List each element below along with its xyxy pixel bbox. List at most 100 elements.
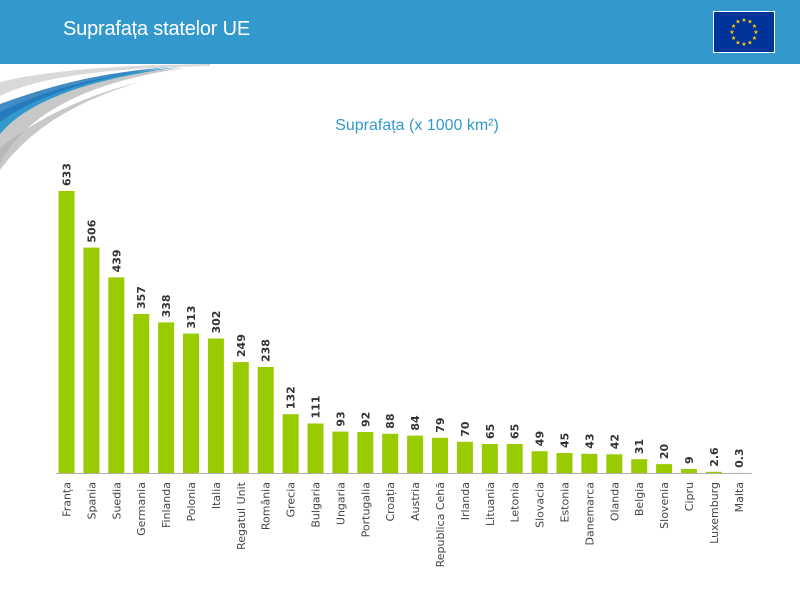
x-tick-label: Croația — [384, 482, 397, 522]
bar — [681, 469, 697, 473]
bar — [506, 444, 523, 473]
data-label: 92 — [359, 412, 372, 427]
bar — [656, 464, 673, 473]
data-label: 70 — [459, 421, 472, 437]
data-label: 43 — [583, 433, 596, 448]
bar — [307, 423, 324, 473]
flag-star-icon: ★ — [747, 39, 752, 46]
x-tick-label: Lituania — [484, 482, 497, 526]
bar — [207, 338, 224, 473]
bar — [282, 414, 299, 473]
data-label: 439 — [110, 249, 123, 272]
chart-title: Suprafața (x 1000 km²) — [335, 117, 499, 134]
x-tick-label: Ungaria — [334, 482, 347, 525]
data-label: 42 — [608, 434, 621, 449]
data-label: 238 — [260, 339, 273, 362]
x-tick-label: România — [260, 482, 273, 530]
flag-star-icon: ★ — [735, 19, 740, 26]
data-label: 84 — [409, 415, 422, 431]
x-tick-label: Malta — [733, 482, 746, 512]
data-label: 45 — [559, 433, 572, 448]
flag-star-icon: ★ — [729, 29, 734, 36]
x-tick-label: Estonia — [559, 482, 572, 523]
x-tick-label: Franța — [61, 482, 74, 517]
x-tick-label: Bulgaria — [310, 482, 323, 528]
data-label: 9 — [683, 456, 696, 464]
decorative-swoosh — [0, 64, 210, 170]
flag-star-icon: ★ — [735, 39, 740, 46]
bar — [531, 451, 548, 473]
data-label: 249 — [235, 334, 248, 357]
bar — [631, 459, 648, 473]
bar — [432, 437, 448, 473]
bar — [407, 435, 424, 473]
bar — [58, 191, 75, 473]
bar — [183, 333, 199, 473]
flag-star-icon: ★ — [753, 29, 758, 36]
flag-star-icon: ★ — [741, 41, 746, 48]
x-tick-label: Letonia — [509, 482, 522, 523]
bar — [257, 367, 274, 473]
data-label: 2.6 — [708, 447, 721, 467]
data-label: 111 — [310, 396, 323, 419]
data-label: 79 — [434, 417, 447, 432]
x-tick-label: Polonia — [185, 482, 198, 522]
x-tick-label: Irlanda — [459, 482, 472, 520]
data-label: 31 — [633, 439, 646, 454]
bar — [232, 362, 249, 473]
bar — [158, 322, 175, 473]
x-tick-label: Danemarca — [583, 482, 596, 545]
data-label: 65 — [484, 424, 497, 439]
x-tick-label: Slovenia — [658, 482, 671, 529]
x-tick-label: Italia — [210, 482, 223, 509]
x-tick-label: Finlanda — [160, 482, 173, 528]
data-label: 313 — [185, 306, 198, 329]
data-label: 49 — [534, 431, 547, 446]
flag-star-icon: ★ — [741, 17, 746, 24]
x-tick-label: Republica Cehă — [434, 482, 447, 567]
flag-star-icon: ★ — [731, 23, 736, 30]
eu-flag-icon: ★ ★ ★ ★ ★ ★ ★ ★ ★ ★ ★ ★ — [713, 11, 775, 53]
x-tick-label: Regatul Unit — [235, 481, 248, 550]
data-label: 302 — [210, 311, 223, 334]
bar — [481, 444, 498, 473]
data-label: 633 — [61, 163, 74, 186]
flag-star-icon: ★ — [747, 19, 752, 26]
bar — [357, 432, 374, 473]
header-bar: Suprafața statelor UE ★ ★ ★ ★ ★ ★ ★ ★ ★ ★ ★ ★ — [0, 0, 800, 64]
bar — [382, 433, 399, 473]
bar — [332, 431, 349, 473]
flag-star-icon: ★ — [752, 35, 757, 42]
data-label: 88 — [384, 413, 397, 428]
x-tick-label: Austria — [409, 482, 422, 521]
data-label: 20 — [658, 443, 671, 459]
x-tick-label: Germania — [135, 482, 148, 536]
data-label: 65 — [509, 424, 522, 439]
bar — [108, 277, 125, 473]
data-label: 0.3 — [733, 448, 746, 468]
bar — [581, 453, 598, 473]
x-tick-label: Suedia — [110, 482, 123, 520]
data-label: 93 — [334, 411, 347, 426]
x-tick-label: Luxemburg — [708, 482, 721, 544]
bar — [705, 471, 722, 473]
flag-star-icon: ★ — [731, 35, 736, 42]
x-tick-label: Portugalia — [359, 482, 372, 537]
x-tick-label: Spania — [85, 482, 98, 519]
bar — [133, 314, 150, 473]
data-label: 506 — [85, 219, 98, 242]
data-label: 338 — [160, 294, 173, 317]
data-label: 357 — [135, 286, 148, 309]
x-tick-label: Olanda — [608, 482, 621, 521]
page-title: Suprafața statelor UE — [63, 18, 251, 40]
data-label: 132 — [285, 386, 298, 409]
bar — [606, 454, 623, 473]
x-tick-label: Slovacia — [534, 482, 547, 528]
flag-star-icon: ★ — [752, 23, 757, 30]
bar — [456, 441, 473, 473]
bar — [556, 453, 573, 473]
x-tick-label: Belgia — [633, 482, 646, 516]
bar — [83, 247, 100, 473]
x-tick-label: Cipru — [683, 482, 696, 511]
